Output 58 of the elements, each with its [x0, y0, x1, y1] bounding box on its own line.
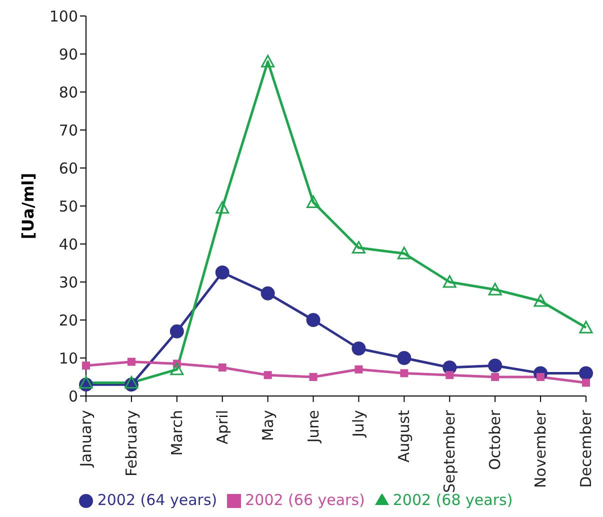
y-tick-label: 80: [58, 83, 78, 102]
point: [306, 195, 320, 208]
y-tick-label: 0: [68, 387, 78, 406]
point: [491, 373, 500, 381]
x-tick-label: April: [213, 410, 232, 444]
point: [170, 362, 184, 376]
x-tick-label: March: [168, 410, 186, 456]
point: [309, 373, 318, 381]
point: [534, 294, 548, 307]
point: [488, 358, 502, 373]
x-tick-label: December: [577, 409, 595, 488]
point: [82, 362, 90, 370]
point: [354, 365, 363, 374]
point: [536, 373, 545, 381]
x-tick-label: June: [304, 410, 322, 444]
x-tick-label: February: [122, 410, 140, 476]
point: [260, 286, 275, 300]
point: [218, 364, 226, 372]
x-tick-label: January: [77, 410, 95, 468]
x-tick-label: October: [486, 409, 504, 470]
x-tick-label: November: [532, 409, 550, 488]
point: [216, 201, 230, 214]
y-axis-title: [Ua/ml]: [18, 172, 38, 240]
point: [170, 324, 184, 338]
x-tick-label: May: [258, 410, 277, 442]
point: [579, 366, 593, 380]
point: [215, 266, 230, 280]
point: [352, 241, 366, 254]
y-tick-label: 30: [58, 273, 78, 292]
y-tick-label: 40: [58, 235, 78, 254]
point: [127, 358, 136, 366]
x-tick-label: July: [350, 410, 368, 438]
y-tick-label: 20: [58, 311, 78, 330]
point: [579, 320, 593, 334]
point: [397, 351, 412, 365]
point: [264, 371, 272, 380]
point: [79, 376, 93, 388]
point: [446, 371, 454, 380]
x-tick-label: September: [440, 409, 459, 493]
point: [124, 376, 138, 388]
point: [306, 313, 320, 327]
y-tick-label: 90: [58, 45, 78, 64]
point: [488, 282, 502, 296]
point: [442, 275, 456, 288]
legend-label: 2002 (66 years): [245, 491, 365, 509]
y-tick-label: 100: [49, 7, 78, 26]
point: [582, 378, 590, 387]
point: [397, 246, 411, 260]
legend-label: 2002 (68 years): [392, 491, 513, 509]
y-tick-label: 10: [58, 349, 78, 368]
y-tick-label: 70: [58, 121, 78, 140]
y-tick-label: 60: [58, 159, 78, 178]
point: [352, 342, 366, 356]
y-tick-label: 50: [58, 197, 78, 216]
point: [400, 369, 408, 378]
point: [261, 54, 275, 68]
legend-label: 2002 (64 years): [97, 491, 218, 509]
x-tick-label: August: [395, 410, 414, 462]
